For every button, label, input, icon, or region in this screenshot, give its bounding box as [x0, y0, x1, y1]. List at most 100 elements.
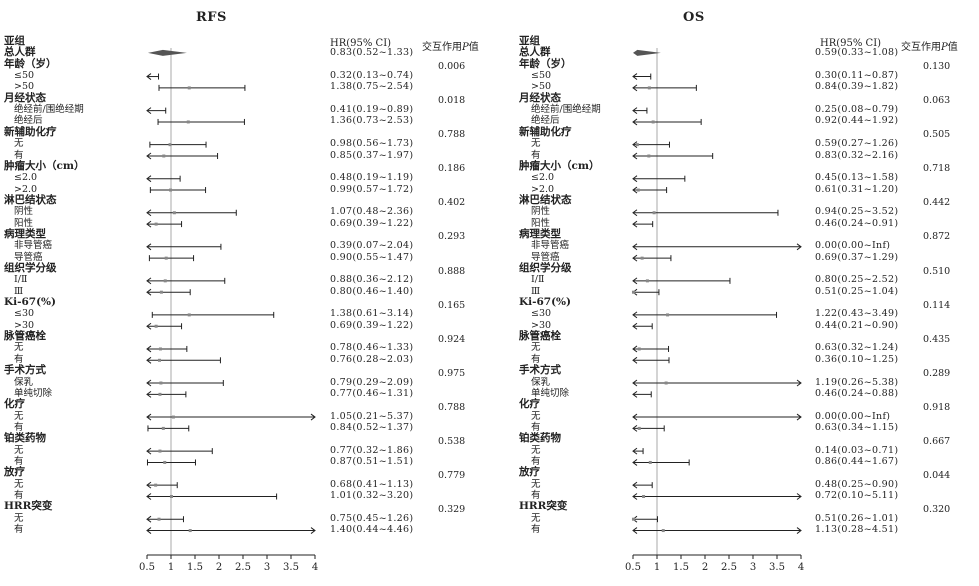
rfs-p-header: 交互作用P值 — [422, 38, 479, 53]
os-ci-arrow-left — [632, 459, 638, 466]
rfs-hr-point — [158, 392, 162, 396]
os-ci-arrow-left — [632, 311, 638, 319]
os-ci-arrow-right — [796, 243, 802, 251]
os-hr-point — [647, 154, 651, 158]
os-hr-text: 0.00(0.00~Inf) — [815, 410, 891, 422]
os-hr-text: 0.25(0.08~0.79) — [815, 104, 899, 116]
os-ci-arrow-left — [632, 379, 638, 387]
rfs-hr-point — [164, 256, 168, 260]
rfs-ci-arrow-left — [146, 447, 152, 455]
rfs-ci-arrow-left — [146, 345, 152, 353]
rfs-hr-text: 0.76(0.28~2.03) — [330, 353, 414, 365]
rfs-row-label: 化疗 — [4, 398, 25, 411]
os-ci-arrow-left — [632, 447, 638, 455]
os-hr-text: 0.69(0.37~1.29) — [815, 251, 899, 263]
rfs-x-tick-label: 1 — [168, 562, 174, 573]
os-ci-arrow-left — [632, 141, 638, 149]
rfs-hr-point — [154, 222, 158, 226]
os-hr-point — [648, 460, 652, 464]
rfs-ci-arrow-left — [146, 243, 152, 251]
os-hr-point — [631, 290, 635, 294]
rfs-row-label: 无 — [14, 410, 24, 422]
rfs-row-label: 无 — [14, 444, 24, 456]
rfs-p-value: 0.888 — [438, 265, 466, 277]
os-p-value: 0.435 — [923, 333, 951, 345]
rfs-ci-arrow-left — [146, 515, 152, 523]
rfs-hr-text: 1.38(0.61~3.14) — [330, 308, 414, 320]
os-hr-text: 0.80(0.25~2.52) — [815, 274, 899, 286]
os-hr-text: 0.51(0.26~1.01) — [815, 512, 899, 524]
rfs-hr-point — [172, 211, 176, 215]
os-row-label: 放疗 — [519, 466, 540, 479]
os-row-label: 无 — [531, 444, 541, 456]
os-row-label: >50 — [531, 81, 552, 93]
os-row-label: 保乳 — [531, 376, 551, 388]
rfs-ci-arrow-left — [146, 175, 152, 183]
rfs-row-label: 月经状态 — [4, 91, 46, 104]
os-p-value: 0.044 — [923, 469, 951, 481]
rfs-x-tick-label: 3.5 — [283, 562, 299, 573]
os-ci-arrow-right — [796, 493, 802, 500]
os-row-label: Ki-67(%) — [519, 296, 571, 309]
os-hr-text: 0.84(0.39~1.82) — [815, 81, 899, 93]
rfs-ci-arrow-left — [146, 209, 152, 217]
rfs-forest-panel: RFS HR(95% CI) 交互作用P值 亚组 总人群 年龄（岁） ≤50 >50 月经状态绝… — [4, 10, 479, 573]
os-ci-arrow-left — [632, 107, 638, 114]
os-row-label: 有 — [531, 353, 541, 365]
rfs-ci-arrow-left — [146, 493, 152, 500]
rfs-x-tick-label: 2.5 — [235, 562, 251, 573]
rfs-hr-text: 0.69(0.39~1.22) — [330, 217, 414, 229]
rfs-row-label: 阴性 — [14, 206, 34, 218]
os-p-value: 0.063 — [923, 95, 951, 107]
os-ci-arrow-left — [632, 186, 638, 194]
rfs-row-label: 脉管癌栓 — [4, 330, 46, 343]
os-row-label: 有 — [531, 421, 541, 433]
os-ci-arrow-left — [632, 220, 638, 228]
rfs-hr-text: 0.79(0.29~2.09) — [330, 376, 414, 388]
rfs-hr-text: 0.87(0.51~1.51) — [330, 455, 414, 467]
rfs-hr-point — [163, 460, 167, 464]
rfs-row-label: 病理类型 — [4, 227, 46, 240]
os-ci-arrow-left — [632, 243, 638, 251]
os-hr-text: 1.19(0.26~5.38) — [815, 376, 899, 388]
rfs-row-label: 淋巴结状态 — [4, 193, 57, 206]
os-ci-arrow-left — [632, 424, 638, 432]
os-hr-point — [661, 529, 665, 533]
rfs-ci-arrow-left — [146, 390, 152, 398]
os-row-label: ≤2.0 — [531, 172, 555, 184]
os-hr-text: 0.61(0.31~1.20) — [815, 183, 899, 195]
os-p-value: 0.114 — [923, 299, 951, 311]
rfs-row-label: 无 — [14, 342, 24, 354]
os-hr-text: 0.46(0.24~0.91) — [815, 217, 899, 229]
rfs-ci-arrow-left — [146, 413, 152, 421]
p-header-prefix: 交互作用 — [901, 42, 941, 53]
rfs-hr-point — [188, 529, 192, 533]
os-hr-point — [645, 279, 649, 283]
rfs-ci-arrow-left — [146, 527, 152, 534]
os-ci-arrow-right — [796, 413, 802, 421]
rfs-row-label: 非导管癌 — [14, 240, 53, 252]
os-ci-arrow-left — [632, 277, 638, 285]
os-x-tick-label: 3 — [750, 562, 756, 573]
rfs-hr-point — [171, 415, 175, 419]
os-row-label: 非导管癌 — [531, 240, 570, 252]
rfs-row-label: ≤50 — [14, 70, 35, 82]
os-row-label: 淋巴结状态 — [519, 193, 572, 206]
rfs-hr-text: 1.01(0.32~3.20) — [330, 490, 414, 501]
os-row-label: Ⅲ — [531, 285, 541, 297]
rfs-hr-text: 0.90(0.55~1.47) — [330, 251, 414, 263]
rfs-hr-text: 0.48(0.19~1.19) — [330, 172, 414, 184]
os-hr-point — [637, 426, 641, 430]
rfs-hr-text: 0.84(0.52~1.37) — [330, 421, 414, 433]
os-row-label: 总人群 — [519, 46, 551, 59]
os-hr-text: 0.63(0.32~1.24) — [815, 342, 899, 354]
os-hr-point — [651, 120, 655, 124]
os-row-label: 年龄（岁） — [519, 57, 572, 70]
os-row-label: 有 — [531, 490, 541, 501]
rfs-hr-text: 0.41(0.19~0.89) — [330, 104, 414, 116]
os-hr-text: 0.36(0.10~1.25) — [815, 353, 899, 365]
rfs-row-label: 亚组 — [4, 35, 25, 47]
rfs-hr-point — [162, 154, 166, 158]
rfs-hr-text: 1.07(0.48~2.36) — [330, 206, 414, 218]
rfs-ci-arrow-right — [310, 527, 316, 534]
